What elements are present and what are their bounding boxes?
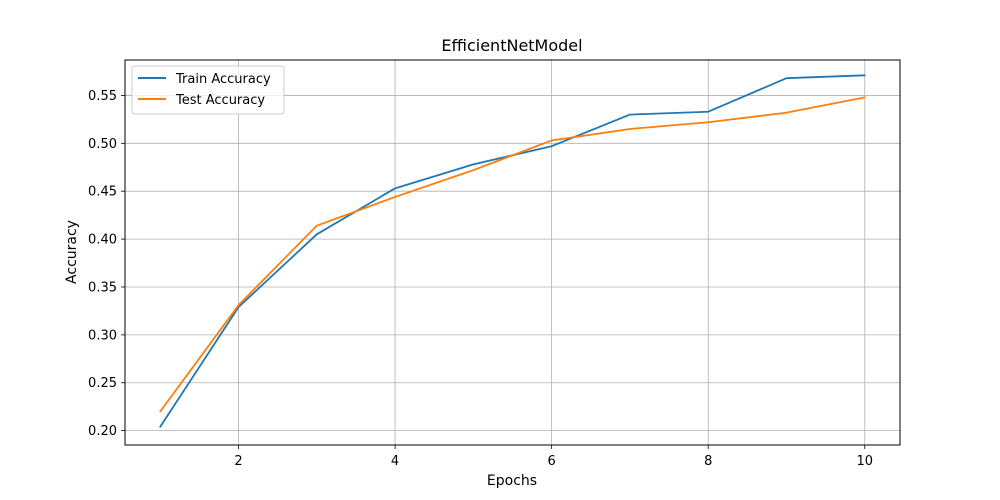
- chart-title: EfficientNetModel: [441, 36, 582, 55]
- y-tick-label: 0.30: [88, 328, 117, 343]
- y-tick-label: 0.20: [88, 424, 117, 439]
- series-line-test-accuracy: [159, 96, 866, 413]
- legend: Train Accuracy Test Accuracy: [131, 65, 285, 115]
- y-tick-label: 0.40: [88, 233, 117, 248]
- grid: [125, 60, 900, 445]
- y-tick-label: 0.25: [88, 376, 117, 391]
- x-tick-label: 8: [704, 454, 712, 469]
- ticks: 2 4 6 8 10 0.20 0.25 0.30 0.35 0.40 0.45 0.50 0.55: [88, 89, 873, 469]
- x-tick-label: 2: [234, 454, 242, 469]
- y-tick-label: 0.55: [88, 89, 117, 104]
- y-axis-label: Accuracy: [64, 220, 80, 284]
- y-tick-label: 0.35: [88, 280, 117, 295]
- y-tick-label: 0.45: [88, 185, 117, 200]
- legend-label-train: Train Accuracy: [175, 72, 271, 87]
- series-layer: [159, 74, 866, 428]
- x-tick-label: 6: [548, 454, 556, 469]
- x-axis-label: Epochs: [487, 473, 537, 489]
- plot-frame: [124, 59, 901, 446]
- series-line-train-accuracy: [159, 74, 866, 428]
- legend-label-test: Test Accuracy: [175, 93, 265, 108]
- legend-box: [131, 65, 285, 115]
- y-tick-label: 0.50: [88, 137, 117, 152]
- x-tick-label: 4: [391, 454, 399, 469]
- x-tick-label: 10: [856, 454, 873, 469]
